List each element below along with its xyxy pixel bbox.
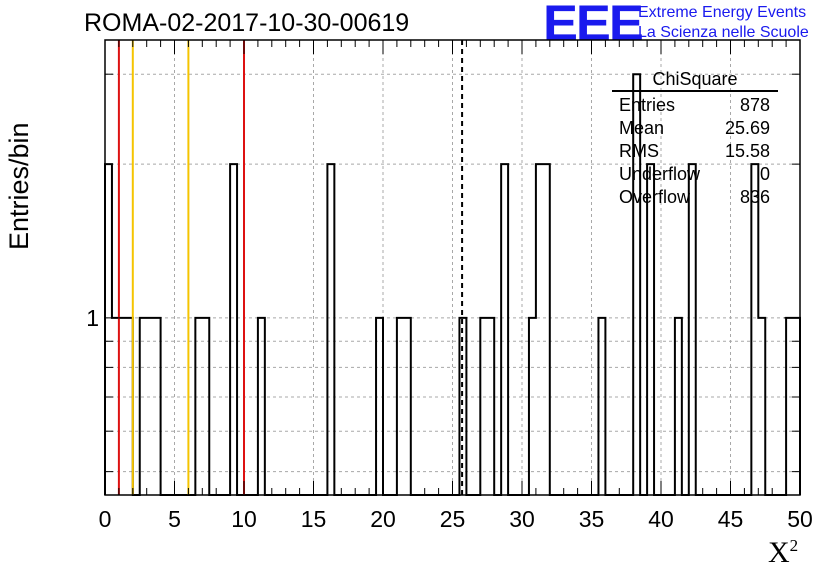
y-tick-label: 1	[86, 305, 99, 331]
stats-row-value: 0	[760, 164, 770, 184]
histogram-bar	[397, 318, 404, 495]
histogram-bar	[647, 164, 654, 495]
histogram-bar	[258, 318, 265, 495]
x-tick-label: 5	[168, 506, 181, 532]
stats-row-value: 25.69	[725, 118, 770, 138]
histogram-bar	[536, 164, 543, 495]
histogram-bar	[404, 318, 411, 495]
histogram-bar	[119, 318, 126, 495]
histogram-bar	[751, 164, 758, 495]
histogram-bar	[195, 318, 202, 495]
histogram-bar	[230, 164, 237, 495]
stats-row-label: Entries	[619, 95, 675, 115]
histogram-bar	[786, 318, 793, 495]
logo-line-2: La Scienza nelle Scuole	[638, 24, 809, 41]
histogram-bar	[376, 318, 383, 495]
stats-box-title: ChiSquare	[652, 69, 737, 89]
histogram-bar	[529, 318, 536, 495]
stats-row-value: 878	[740, 95, 770, 115]
histogram-bar	[501, 164, 508, 495]
histogram-bar	[154, 318, 161, 495]
histogram-bar	[140, 318, 147, 495]
histogram-bar	[126, 318, 133, 495]
x-tick-label: 25	[440, 506, 466, 532]
x-axis-label: X2	[768, 536, 799, 569]
stats-row-value: 836	[740, 187, 770, 207]
stats-row-label: Overflow	[619, 187, 691, 207]
stats-row-label: RMS	[619, 141, 659, 161]
histogram-bar	[758, 318, 765, 495]
stats-row-value: 15.58	[725, 141, 770, 161]
histogram-bar	[202, 318, 209, 495]
logo-line-1: Extreme Energy Events	[638, 4, 807, 21]
histogram-bar	[598, 318, 605, 495]
histogram-bar	[112, 318, 119, 495]
histogram-bar	[327, 164, 334, 495]
chart-title: ROMA-02-2017-10-30-00619	[84, 9, 410, 37]
x-tick-label: 35	[579, 506, 605, 532]
histogram-bar	[480, 318, 487, 495]
histogram-bar	[147, 318, 154, 495]
histogram-bar	[487, 318, 494, 495]
histogram-bar	[689, 164, 696, 495]
histogram-bar	[105, 164, 112, 495]
histogram-bar	[459, 318, 466, 495]
x-tick-label: 15	[301, 506, 327, 532]
stats-row-label: Mean	[619, 118, 664, 138]
x-tick-label: 10	[231, 506, 257, 532]
histogram-bar	[543, 164, 550, 495]
x-tick-label: 45	[718, 506, 744, 532]
x-tick-label: 20	[370, 506, 396, 532]
histogram-bar	[793, 318, 800, 495]
x-tick-label: 50	[787, 506, 813, 532]
histogram-bar	[675, 318, 682, 495]
stats-row-label: Underflow	[619, 164, 701, 184]
x-tick-label: 0	[99, 506, 112, 532]
x-tick-label: 40	[648, 506, 674, 532]
x-tick-label: 30	[509, 506, 535, 532]
